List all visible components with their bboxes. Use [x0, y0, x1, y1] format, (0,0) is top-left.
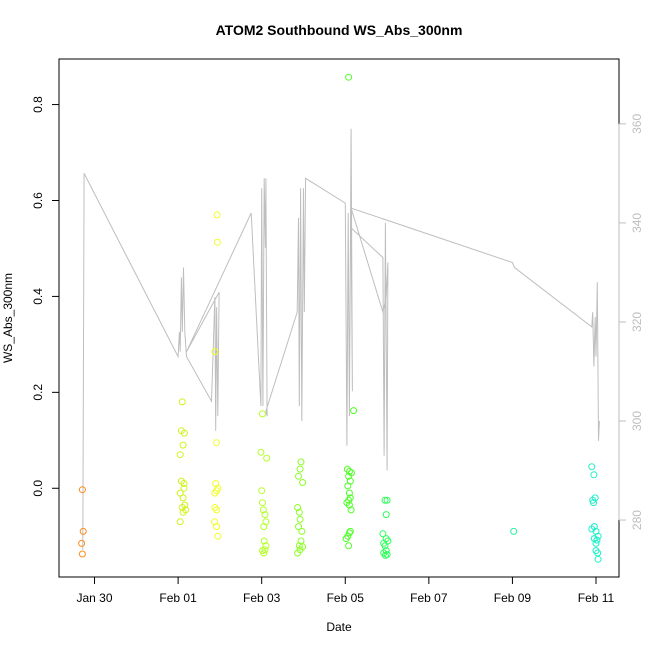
- data-point: [214, 532, 222, 540]
- data-point: [176, 451, 184, 459]
- data-point: [258, 487, 266, 495]
- secondary-line-layer: [82, 128, 600, 550]
- data-point: [594, 532, 602, 540]
- data-point: [295, 508, 303, 516]
- data-point: [213, 523, 221, 531]
- data-point: [178, 398, 186, 406]
- data-point: [180, 484, 188, 492]
- x-tick-label: Jan 30: [77, 591, 113, 605]
- x-tick-label: Feb 01: [159, 591, 197, 605]
- data-point: [510, 527, 518, 535]
- x-axis-label: Date: [326, 620, 352, 634]
- data-point: [381, 496, 389, 504]
- data-point: [344, 482, 352, 490]
- data-point: [345, 472, 353, 480]
- data-point: [213, 211, 221, 219]
- data-point: [296, 515, 304, 523]
- y-tick-label: 0.4: [31, 288, 45, 305]
- chart-title: ATOM2 Southbound WS_Abs_300nm: [216, 22, 463, 38]
- y2-tick-label: 280: [630, 510, 644, 530]
- data-point: [345, 73, 353, 81]
- x-tick-label: Feb 05: [327, 591, 365, 605]
- data-point: [79, 527, 87, 535]
- data-point: [260, 549, 268, 557]
- data-point: [294, 549, 302, 557]
- data-point: [590, 499, 597, 507]
- data-point: [213, 439, 221, 447]
- y2-tick-label: 320: [630, 312, 644, 332]
- data-point: [592, 539, 600, 547]
- data-point: [262, 542, 270, 550]
- data-point: [350, 407, 358, 415]
- data-point: [383, 551, 391, 558]
- data-point: [345, 529, 353, 537]
- data-point: [345, 489, 353, 497]
- plot-area-frame: [58, 58, 620, 578]
- x-axis: Jan 30 Feb 01 Feb 03 Feb 05 Feb 07 Feb 09 Feb …: [77, 576, 615, 605]
- y-tick-label: 0.8: [31, 96, 45, 113]
- data-point: [297, 458, 305, 466]
- data-point: [78, 550, 86, 558]
- x-tick-label: Feb 03: [243, 591, 281, 605]
- data-point: [342, 535, 350, 543]
- data-point: [299, 479, 307, 486]
- data-point: [588, 463, 596, 471]
- data-point: [295, 472, 302, 480]
- data-point: [179, 494, 187, 502]
- data-point: [346, 527, 354, 535]
- data-point: [176, 518, 184, 526]
- data-point: [179, 441, 187, 449]
- data-point: [383, 496, 391, 504]
- data-point: [260, 523, 268, 531]
- y2-axis: 280 300 320 340 360: [618, 114, 644, 530]
- y2-tick-label: 300: [630, 411, 644, 431]
- data-point: [214, 484, 222, 492]
- y-tick-label: 0.6: [31, 192, 45, 209]
- data-point: [381, 542, 389, 550]
- data-point: [263, 454, 271, 462]
- x-tick-label: Feb 07: [410, 591, 448, 605]
- secondary-series-line: [82, 128, 600, 550]
- data-point: [594, 555, 602, 563]
- y2-tick-label: 340: [630, 213, 644, 233]
- data-point: [78, 486, 86, 494]
- data-point: [259, 410, 266, 418]
- data-point: [345, 542, 353, 550]
- data-point: [295, 542, 303, 550]
- data-point: [261, 511, 269, 519]
- data-point: [213, 506, 221, 514]
- x-tick-label: Feb 09: [494, 591, 532, 605]
- data-point: [382, 511, 390, 519]
- data-point: [259, 499, 266, 507]
- data-point: [182, 506, 190, 514]
- y-axis-label: WS_Abs_300nm: [1, 273, 15, 363]
- y2-tick-label: 360: [630, 114, 644, 134]
- data-point: [294, 504, 302, 511]
- data-point: [593, 536, 601, 544]
- data-point: [261, 546, 269, 554]
- data-point: [296, 465, 304, 473]
- data-point: [347, 506, 355, 514]
- data-point: [180, 480, 188, 487]
- data-point: [298, 527, 306, 535]
- data-point: [259, 506, 267, 514]
- data-point: [260, 537, 268, 545]
- y-tick-label: 0.2: [31, 384, 45, 401]
- data-point: [213, 238, 221, 246]
- data-point: [211, 348, 219, 356]
- data-point: [257, 448, 265, 456]
- data-point: [590, 471, 598, 479]
- x-tick-label: Feb 11: [578, 591, 615, 605]
- data-point: [379, 530, 387, 538]
- data-point: [180, 429, 188, 437]
- y-tick-label: 0.0: [31, 480, 45, 497]
- points-layer: [78, 73, 602, 563]
- data-point: [78, 539, 86, 547]
- data-point: [181, 501, 189, 509]
- data-point: [345, 501, 353, 509]
- data-point: [295, 523, 302, 531]
- y-axis: 0.0 0.2 0.4 0.6 0.8: [31, 96, 60, 497]
